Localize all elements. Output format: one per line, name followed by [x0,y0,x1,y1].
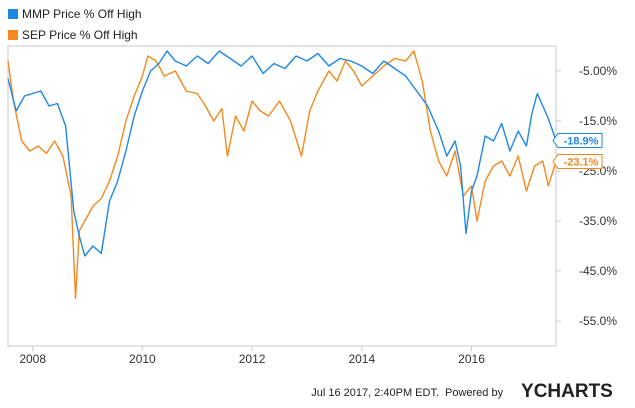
x-tick-label: 2008 [19,352,46,366]
series-line-0 [7,50,557,257]
legend: MMP Price % Off High SEP Price % Off Hig… [8,7,142,42]
y-tick-label: -55.0% [579,314,617,328]
footer-timestamp: Jul 16 2017, 2:40PM EDT. [311,387,439,399]
ycharts-logo-y: Y [521,381,534,402]
y-tick-label: -45.0% [579,264,617,278]
x-axis: 2008 2010 2012 2014 2016 [19,346,485,366]
legend-swatch-mmp [8,9,18,19]
legend-swatch-sep [8,30,18,40]
legend-label-mmp: MMP Price % Off High [22,7,142,21]
ycharts-logo-rest: CHARTS [534,381,613,402]
last-value-badge-text: -23.1% [564,157,599,169]
last-value-badge-box [552,133,603,148]
y-tick-label: -5.00% [579,64,617,78]
last-value-badge-text: -18.9% [564,136,599,148]
x-tick-label: 2010 [129,352,156,366]
y-axis: -5.00%-15.0%-25.0%-35.0%-45.0%-55.0% [556,64,617,328]
last-value-badge-box [552,154,603,169]
ycharts-logo: YCHARTS [521,381,613,402]
x-tick-label: 2014 [348,352,375,366]
y-tick-label: -35.0% [579,214,617,228]
last-value-badge-1: -23.1% [552,154,603,169]
series-line-1 [7,50,557,300]
footer-powered-by: Powered by [445,387,504,399]
last-value-badges: -18.9% -23.1% [552,133,603,169]
series-layer [7,50,557,300]
y-tick-label: -15.0% [579,114,617,128]
legend-label-sep: SEP Price % Off High [22,28,138,42]
last-value-badge-0: -18.9% [552,133,603,148]
footer: Jul 16 2017, 2:40PM EDT. Powered by YCHA… [311,381,613,402]
plot-area [7,45,557,347]
x-tick-label: 2012 [239,352,266,366]
x-tick-label: 2016 [458,352,485,366]
